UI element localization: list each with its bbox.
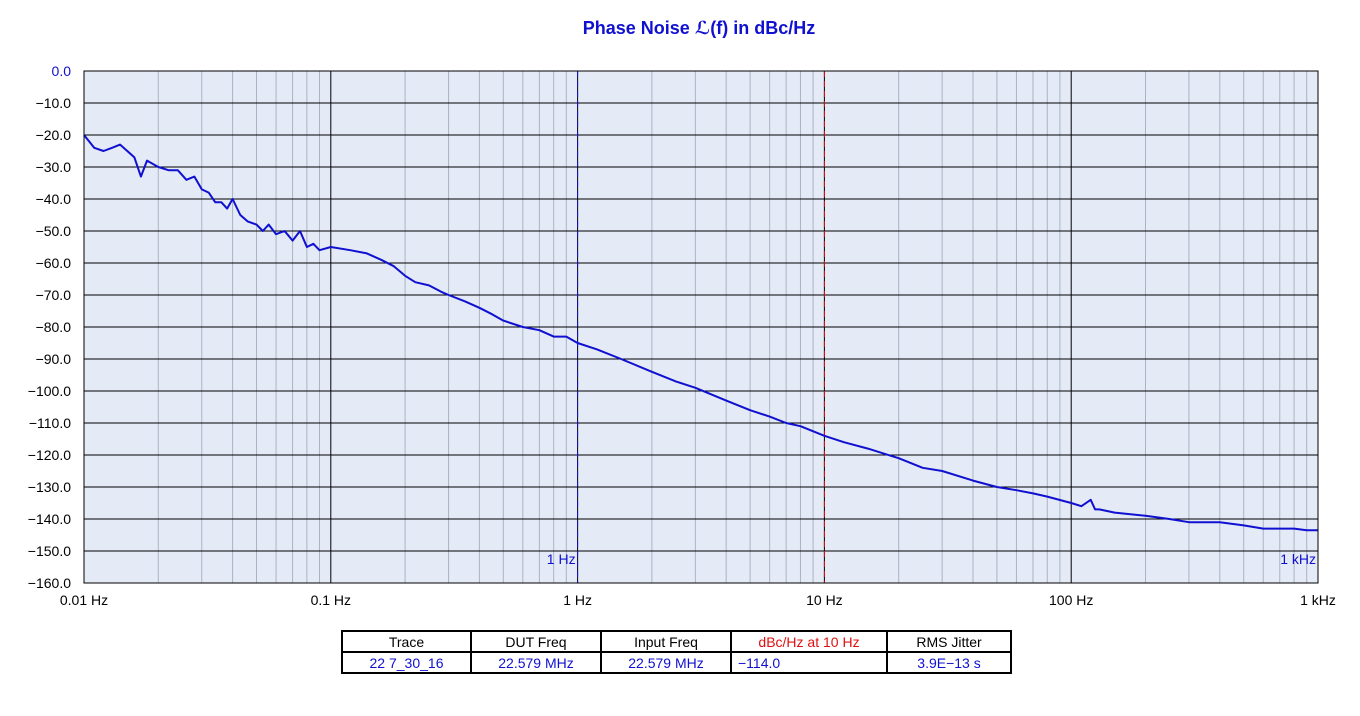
y-tick-label: −90.0 (36, 351, 72, 367)
series-line (83, 134, 1318, 532)
y-tick-label: −50.0 (36, 223, 72, 239)
plot-frame (83, 70, 1319, 584)
header-rms-jitter: RMS Jitter (886, 630, 1012, 653)
chart-title: Phase Noise ℒ(f) in dBc/Hz (582, 18, 816, 38)
header-dbc-at-10hz: dBc/Hz at 10 Hz (730, 630, 888, 653)
x-tick-label: 1 Hz (563, 592, 592, 608)
header-dut-freq: DUT Freq (470, 630, 602, 653)
y-tick-label: −130.0 (28, 479, 71, 495)
marker-label: 1 Hz (547, 551, 576, 567)
y-tick-label: −120.0 (28, 447, 71, 463)
cell-rms-jitter: 3.9E−13 s (886, 651, 1012, 674)
header-input-freq: Input Freq (600, 630, 732, 653)
y-tick-label: −10.0 (36, 95, 72, 111)
y-axis-ticks: 0.0 −10.0 −20.0 −30.0 −40.0 −50.0 −60.0 −70.0 −8… (28, 63, 71, 591)
y-tick-label: −40.0 (36, 191, 72, 207)
cell-dbc-at-10hz: −114.0 (730, 651, 888, 674)
x-tick-label: 1 kHz (1300, 592, 1336, 608)
y-tick-label: −100.0 (28, 383, 71, 399)
y-tick-label: −70.0 (36, 287, 72, 303)
marker-label: 1 kHz (1280, 551, 1316, 567)
x-tick-label: 100 Hz (1049, 592, 1093, 608)
x-tick-label: 10 Hz (806, 592, 843, 608)
y-tick-label: −80.0 (36, 319, 72, 335)
summary-table: Trace DUT Freq Input Freq dBc/Hz at 10 H… (341, 630, 1012, 674)
phase-noise-chart: 1 Hz 1 kHz 0.0 −10.0 −20.0 −30.0 −40.0 −50.0 −6… (28, 63, 1336, 608)
header-trace: Trace (341, 630, 472, 653)
x-tick-label: 0.1 Hz (311, 592, 351, 608)
cell-input-freq: 22.579 MHz (600, 651, 732, 674)
y-tick-label: −150.0 (28, 543, 71, 559)
cell-dut-freq: 22.579 MHz (470, 651, 602, 674)
y-tick-label: −30.0 (36, 159, 72, 175)
y-tick-label: −110.0 (29, 415, 71, 431)
x-axis-ticks: 0.01 Hz 0.1 Hz 1 Hz 10 Hz 100 Hz 1 kHz (60, 592, 1336, 608)
summary-header-row: Trace DUT Freq Input Freq dBc/Hz at 10 H… (341, 630, 1012, 653)
y-tick-label: 0.0 (52, 63, 72, 79)
summary-data-row: 22 7_30_16 22.579 MHz 22.579 MHz −114.0 … (341, 651, 1012, 674)
x-tick-label: 0.01 Hz (60, 592, 108, 608)
y-tick-label: −20.0 (36, 127, 72, 143)
series-layer (83, 134, 1318, 532)
y-tick-label: −160.0 (28, 575, 71, 591)
y-tick-label: −140.0 (28, 511, 71, 527)
cell-trace: 22 7_30_16 (341, 651, 472, 674)
y-tick-label: −60.0 (36, 255, 72, 271)
